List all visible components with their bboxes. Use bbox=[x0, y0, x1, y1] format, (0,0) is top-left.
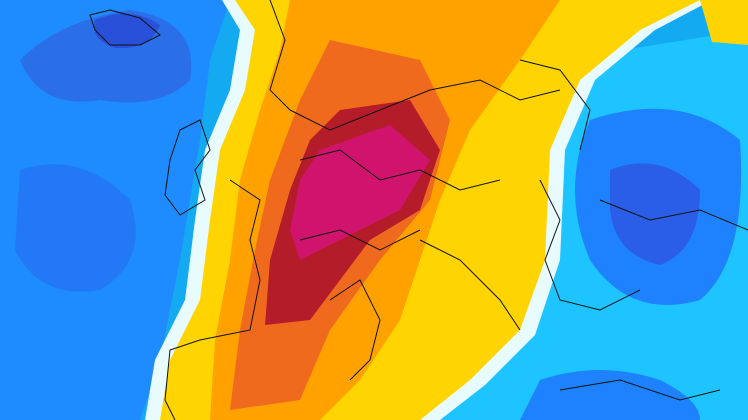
cold-core-east bbox=[610, 163, 700, 265]
coastlines bbox=[89, 0, 748, 420]
cold-patch-atlantic bbox=[15, 164, 136, 292]
cold-core-iceland-deep bbox=[94, 13, 160, 49]
warm-region-northeast bbox=[700, 0, 748, 45]
cold-patch-southeast bbox=[520, 370, 700, 420]
extreme-hot-region bbox=[290, 125, 430, 260]
